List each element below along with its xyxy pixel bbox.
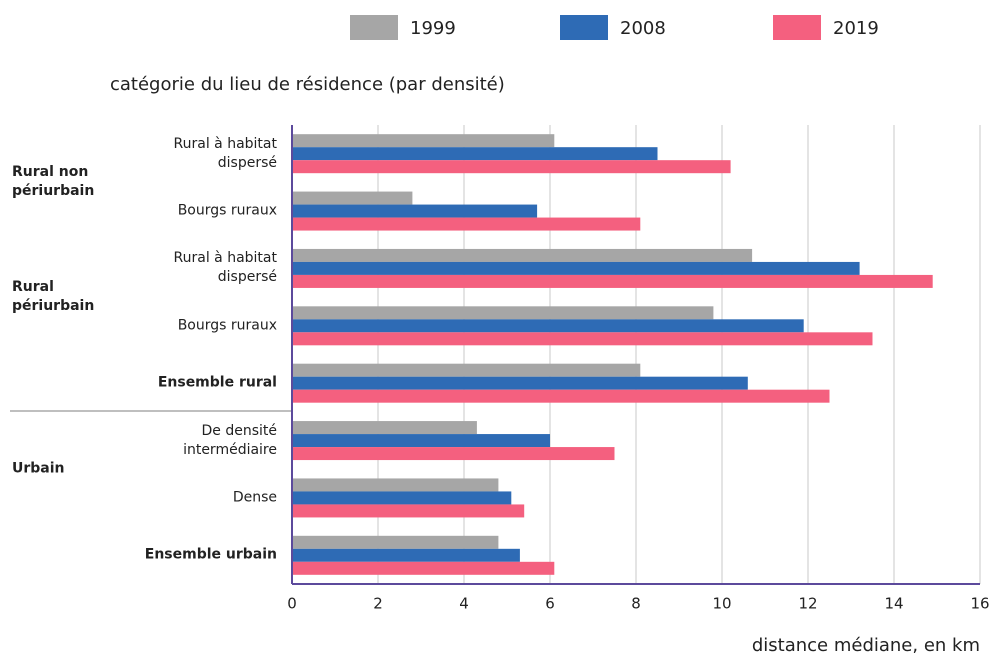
x-tick-label: 12	[798, 595, 817, 613]
bar	[292, 134, 555, 148]
bar	[292, 204, 538, 218]
bar	[292, 248, 753, 262]
bar	[292, 274, 933, 288]
bar	[292, 478, 499, 492]
legend-swatch	[560, 15, 608, 40]
bar	[292, 191, 413, 205]
x-tick-label: 2	[373, 595, 383, 613]
x-tick-label: 10	[712, 595, 731, 613]
y-tick-label: Bourgs ruraux	[177, 317, 277, 334]
bar	[292, 319, 804, 333]
y-tick-label: Bourgs ruraux	[177, 202, 277, 219]
bar	[292, 561, 555, 575]
legend-label: 2008	[620, 18, 666, 39]
legend-label: 2019	[833, 18, 879, 39]
bar	[292, 421, 477, 435]
bar	[292, 491, 512, 505]
x-tick-label: 0	[287, 595, 297, 613]
bar	[292, 548, 520, 562]
group-label: Rural périurbain	[12, 279, 95, 315]
x-tick-label: 16	[970, 595, 989, 613]
legend-label: 1999	[410, 18, 456, 39]
bar	[292, 434, 550, 448]
bar	[292, 447, 615, 461]
y-tick-label: Ensemble rural	[157, 374, 277, 391]
y-tick-label: Ensemble urbain	[144, 546, 277, 563]
bar	[292, 363, 641, 377]
bar	[292, 535, 499, 549]
x-tick-label: 4	[459, 595, 469, 613]
y-tick-label: Dense	[232, 489, 277, 506]
bar	[292, 332, 873, 346]
bar	[292, 160, 731, 174]
y-tick-label: De densité intermédiaire	[183, 422, 277, 458]
group-label: Rural non périurbain	[12, 164, 95, 200]
x-axis-label: distance médiane, en km	[752, 635, 980, 656]
legend-swatch	[773, 15, 821, 40]
bar	[292, 389, 830, 403]
legend-swatch	[350, 15, 398, 40]
bar	[292, 306, 714, 320]
group-label: Urbain	[12, 460, 65, 477]
bar	[292, 217, 641, 231]
bar	[292, 261, 860, 275]
bar	[292, 147, 658, 161]
y-tick-label: Rural à habitat dispersé	[173, 250, 277, 286]
y-tick-label: Rural à habitat dispersé	[173, 135, 277, 171]
bar	[292, 376, 748, 390]
x-tick-label: 14	[884, 595, 903, 613]
x-tick-label: 8	[631, 595, 641, 613]
bar	[292, 504, 525, 518]
x-tick-label: 6	[545, 595, 555, 613]
chart-title: catégorie du lieu de résidence (par dens…	[110, 74, 505, 95]
